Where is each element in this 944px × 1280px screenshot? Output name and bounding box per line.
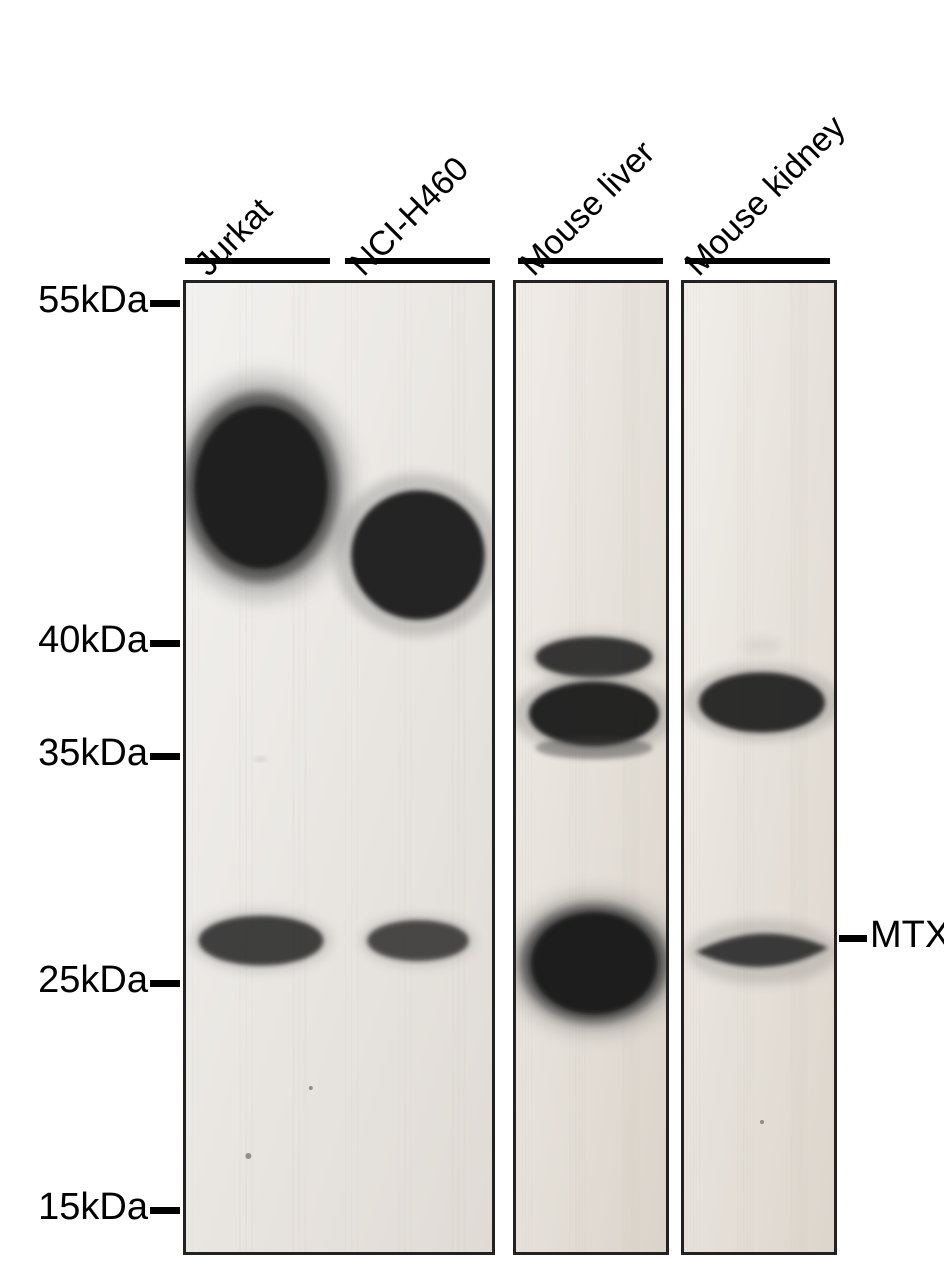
mw-marker-label: 40kDa: [38, 619, 148, 662]
strip-svg-strip-c: [684, 283, 837, 1255]
band: [254, 757, 268, 761]
lane-underline-lane3: [518, 258, 663, 264]
mw-marker-label: 55kDa: [38, 279, 148, 322]
band: [743, 637, 780, 655]
strip-svg-strip-b: [516, 283, 669, 1255]
lane-underline-lane2: [345, 258, 490, 264]
target-label: MTX2: [870, 914, 944, 957]
mw-marker-tick: [150, 300, 180, 307]
band: [536, 736, 653, 759]
strip-svg-strip-a: [186, 283, 495, 1255]
band: [189, 908, 333, 972]
blot-strip-strip-a: [183, 280, 495, 1255]
mw-marker-tick: [150, 980, 180, 987]
band: [360, 914, 477, 968]
band: [516, 892, 669, 1034]
band: [684, 664, 837, 740]
blot-strip-strip-b: [513, 280, 669, 1255]
western-blot-figure: JurkatNCI-H460Mouse liverMouse kidney 55…: [0, 0, 944, 1280]
band: [334, 473, 495, 636]
lane-label-lane1: Jurkat: [187, 191, 280, 284]
mw-marker-tick: [150, 753, 180, 760]
mw-marker-tick: [150, 1207, 180, 1214]
lane-underline-lane1: [185, 258, 330, 264]
mw-marker-label: 25kDa: [38, 959, 148, 1002]
mw-marker-label: 15kDa: [38, 1186, 148, 1229]
blot-strip-strip-c: [681, 280, 837, 1255]
mw-marker-label: 35kDa: [38, 732, 148, 775]
band: [686, 919, 837, 984]
mw-marker-tick: [150, 640, 180, 647]
lane-underline-lane4: [685, 258, 830, 264]
target-tick: [839, 935, 867, 942]
